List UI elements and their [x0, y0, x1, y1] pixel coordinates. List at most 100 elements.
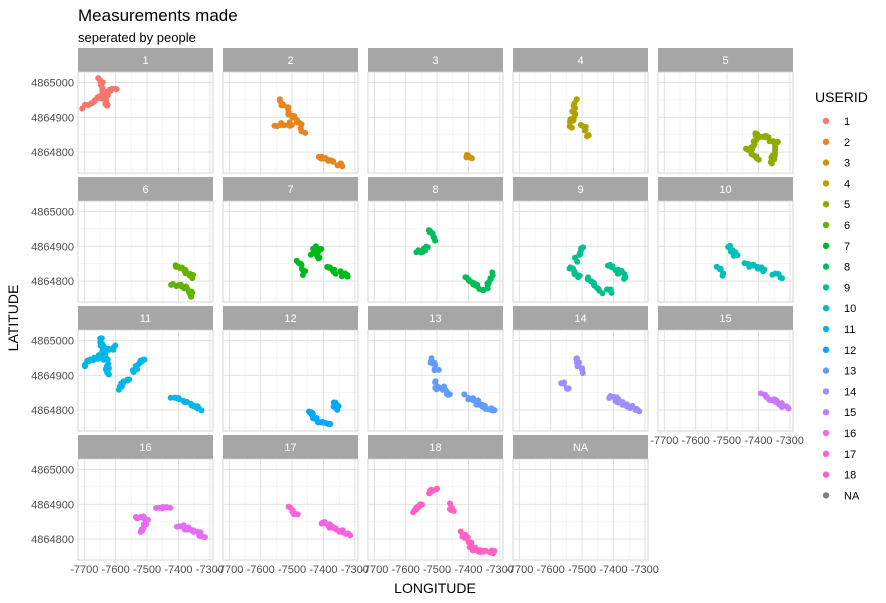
legend-key [822, 429, 830, 437]
data-point [761, 266, 768, 273]
legend-item-3: 3 [822, 158, 850, 170]
legend-label: 13 [844, 366, 856, 378]
facet-strip [223, 177, 358, 201]
legend-item-6: 6 [822, 220, 850, 232]
facet-strip [368, 177, 503, 201]
legend-item-2: 2 [822, 137, 850, 149]
legend-item-NA: NA [822, 490, 860, 502]
data-point [288, 122, 295, 128]
facet-strip-label: 6 [142, 184, 148, 196]
legend-key [822, 221, 830, 229]
x-tick-label: -7600 [682, 435, 710, 447]
x-tick-label: -7400 [454, 564, 482, 576]
facet-strip-label: 10 [719, 184, 731, 196]
data-point [347, 532, 354, 539]
data-point [566, 123, 573, 130]
y-tick-label: 4865000 [31, 464, 74, 476]
data-point [105, 371, 112, 378]
data-point [293, 119, 300, 126]
data-point [636, 408, 643, 415]
legend-item-11: 11 [822, 324, 855, 336]
x-axis-title: LONGITUDE [394, 580, 476, 596]
data-point [778, 404, 785, 410]
facet-strip-label: 2 [287, 55, 293, 67]
y-tick-label: 4864900 [31, 499, 74, 511]
legend-item-9: 9 [822, 282, 850, 294]
panel-background [512, 458, 649, 561]
data-point [99, 348, 106, 355]
facet-panel-10: 10 [657, 177, 794, 303]
data-point [432, 237, 439, 244]
facet-panel-15: 15 -7700 -7600 -7500 -7400 -7300 [650, 306, 804, 447]
data-point [579, 370, 586, 376]
legend-key [822, 346, 830, 353]
legend-key [822, 201, 830, 208]
facet-panel-5: 5 [657, 48, 794, 174]
facet-strip [78, 177, 213, 201]
data-point [332, 270, 339, 277]
facet-strip [513, 48, 648, 72]
chart-title: Measurements made [78, 6, 238, 25]
x-tick-label: -7400 [309, 564, 337, 576]
data-point [468, 155, 475, 162]
facet-panel-6: 6 4864800 4864900 4865000 [31, 177, 214, 303]
facet-strip-label: 16 [139, 442, 151, 454]
legend-item-17: 17 [822, 449, 856, 461]
data-point [564, 385, 571, 392]
facet-strip-label: 3 [432, 55, 438, 67]
data-point [189, 275, 196, 282]
facet-strip [78, 435, 213, 459]
facet-strip [223, 435, 358, 459]
panel-background [222, 329, 359, 432]
legend-key [822, 159, 830, 166]
legend-label: 2 [844, 137, 850, 149]
x-tick-label: -7700 [70, 564, 98, 576]
data-point [448, 507, 455, 514]
facet-panel-9: 9 [512, 177, 649, 303]
x-tick-label: -7300 [196, 564, 224, 576]
x-tick-label: -7600 [102, 564, 130, 576]
facet-strip-label: 12 [284, 313, 296, 325]
data-point [280, 102, 287, 109]
facet-panel-4: 4 [512, 48, 649, 174]
y-tick-label: 4864900 [31, 112, 74, 124]
data-point [329, 158, 336, 165]
panel-background [77, 200, 214, 303]
data-point [621, 275, 628, 282]
legend-label: 5 [844, 199, 850, 211]
x-tick-label: -7500 [713, 435, 741, 447]
data-point [608, 289, 615, 296]
y-tick-label: 4864800 [31, 405, 74, 417]
legend-label: 18 [844, 470, 856, 482]
data-point [599, 290, 606, 297]
data-point [302, 129, 309, 136]
facet-strip [513, 435, 648, 459]
facet-panel-3: 3 [367, 48, 504, 174]
legend-title: USERID [815, 89, 868, 105]
data-point [424, 244, 431, 251]
data-point [113, 86, 120, 93]
legend-key [822, 492, 830, 499]
data-point [768, 154, 775, 161]
legend-item-16: 16 [822, 428, 856, 440]
legend-key [822, 471, 830, 478]
panel-background [657, 329, 794, 432]
data-point [188, 293, 195, 300]
data-point [115, 386, 122, 393]
x-tick-label: -7500 [133, 564, 161, 576]
y-tick-label: 4864800 [31, 276, 74, 288]
legend-label: 3 [844, 158, 850, 170]
data-point [581, 127, 588, 134]
data-point [339, 163, 346, 170]
data-point [584, 133, 590, 140]
facet-strip [658, 177, 793, 201]
x-tick-label: -7300 [776, 435, 804, 447]
facet-strip [658, 48, 793, 72]
chart-subtitle: seperated by people [78, 30, 196, 45]
data-point [182, 398, 189, 405]
legend-item-13: 13 [822, 366, 856, 378]
data-point [491, 407, 498, 414]
legend-item-8: 8 [822, 262, 850, 274]
facet-panel-14: 14 [512, 306, 649, 432]
